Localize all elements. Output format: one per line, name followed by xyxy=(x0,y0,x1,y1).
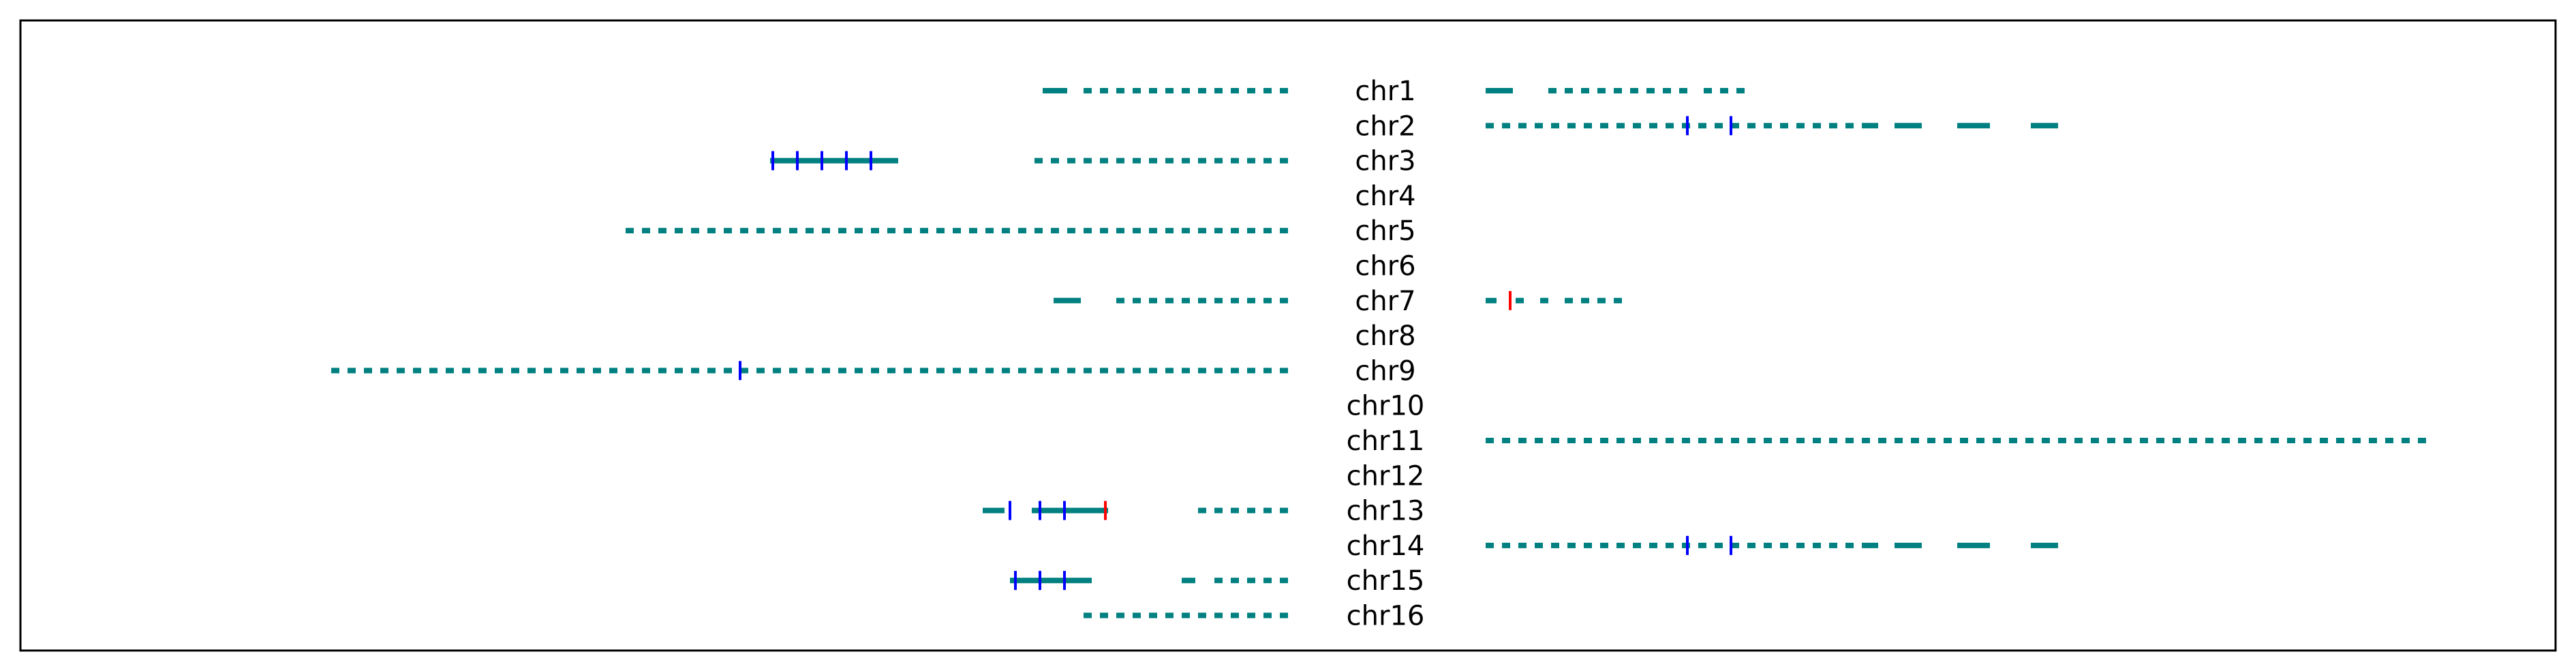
chromosome-label-chr10: chr10 xyxy=(1347,391,1425,422)
chromosome-label-chr3: chr3 xyxy=(1355,146,1415,177)
chromosome-label-chr14: chr14 xyxy=(1347,531,1425,562)
chromosome-label-chr4: chr4 xyxy=(1355,181,1415,212)
chromosome-label-chr6: chr6 xyxy=(1355,251,1415,282)
chromosome-label-chr9: chr9 xyxy=(1355,355,1415,387)
chromosome-label-chr1: chr1 xyxy=(1355,76,1415,107)
chromosome-label-chr15: chr15 xyxy=(1347,565,1425,597)
chromosome-label-chr7: chr7 xyxy=(1355,286,1415,317)
chromosome-label-chr2: chr2 xyxy=(1355,110,1415,142)
chromosome-label-chr11: chr11 xyxy=(1347,426,1425,457)
chromosome-label-chr13: chr13 xyxy=(1347,496,1425,527)
plot-frame xyxy=(19,19,2557,652)
chromosome-label-chr5: chr5 xyxy=(1355,215,1415,247)
chromosome-label-chr12: chr12 xyxy=(1347,460,1425,492)
chromosome-label-chr16: chr16 xyxy=(1347,601,1425,632)
chromosome-label-chr8: chr8 xyxy=(1355,320,1415,352)
